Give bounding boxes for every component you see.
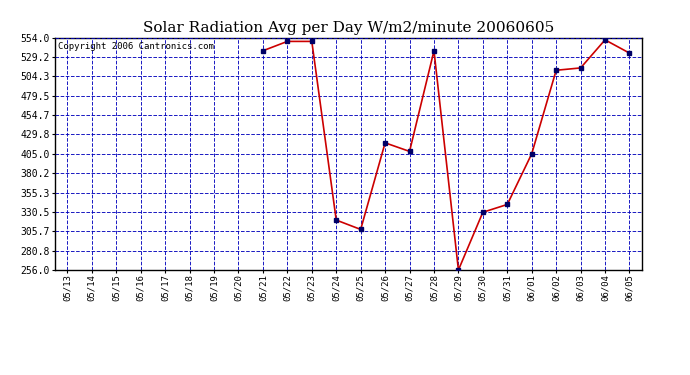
Title: Solar Radiation Avg per Day W/m2/minute 20060605: Solar Radiation Avg per Day W/m2/minute … bbox=[143, 21, 554, 35]
Text: Copyright 2006 Cantronics.com: Copyright 2006 Cantronics.com bbox=[58, 42, 214, 51]
